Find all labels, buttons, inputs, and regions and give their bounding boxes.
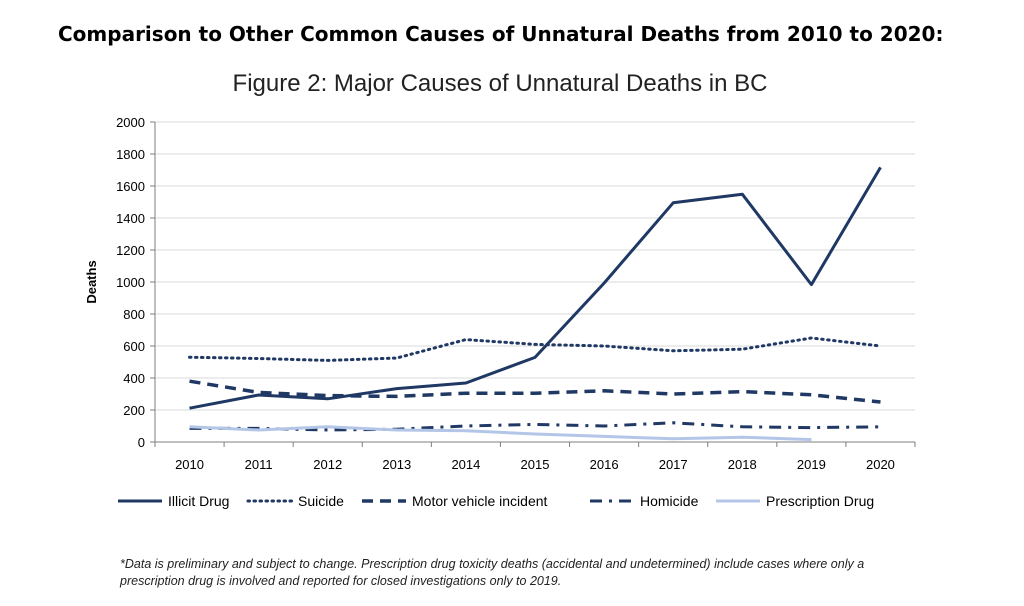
x-tick-labels: 2010 2011 2012 2013 2014 2015 2016 2017 2018 2019… <box>175 457 895 472</box>
legend-label: Prescription Drug <box>766 493 874 509</box>
legend: Illicit Drug Suicide Motor vehicle inciden… <box>118 493 874 509</box>
x-tick-label: 2014 <box>451 457 480 472</box>
x-tick-label: 2019 <box>797 457 826 472</box>
footnote: *Data is preliminary and subject to chan… <box>120 556 920 590</box>
y-tick-label: 200 <box>123 403 145 418</box>
y-tick-label: 1600 <box>116 179 145 194</box>
x-tick-label: 2012 <box>313 457 342 472</box>
y-tick-label: 1200 <box>116 243 145 258</box>
series-line-prescription-drug <box>189 425 812 442</box>
y-tick-label: 2000 <box>116 115 145 130</box>
page-heading: Comparison to Other Common Causes of Unn… <box>58 22 944 46</box>
legend-label: Suicide <box>298 493 344 509</box>
legend-label: Motor vehicle incident <box>412 493 548 509</box>
y-tick-label: 1000 <box>116 275 145 290</box>
y-tick-label: 400 <box>123 371 145 386</box>
legend-label: Homicide <box>640 493 699 509</box>
y-tick-label: 0 <box>138 435 145 450</box>
series-line-illicit-drug <box>189 166 882 410</box>
footnote-line-1: *Data is preliminary and subject to chan… <box>120 557 865 571</box>
y-tick-label: 800 <box>123 307 145 322</box>
x-tick-label: 2015 <box>521 457 550 472</box>
footnote-line-2: prescription drug is involved and report… <box>120 574 562 588</box>
series-lines <box>188 166 882 442</box>
x-tick-label: 2013 <box>382 457 411 472</box>
series-line-suicide <box>188 336 882 362</box>
x-tick-label: 2017 <box>659 457 688 472</box>
gridlines <box>155 121 915 411</box>
y-axis-label: Deaths <box>84 260 99 303</box>
y-tick-label: 1800 <box>116 147 145 162</box>
x-tick-label: 2016 <box>590 457 619 472</box>
chart-title: Figure 2: Major Causes of Unnatural Deat… <box>232 70 768 97</box>
x-tick-label: 2020 <box>866 457 895 472</box>
y-tick-label: 1400 <box>116 211 145 226</box>
series-line-motor-vehicle-incident <box>189 379 881 404</box>
legend-label: Illicit Drug <box>168 493 229 509</box>
axes <box>150 121 916 447</box>
x-tick-label: 2011 <box>245 457 273 472</box>
y-tick-labels: 0 200 400 600 800 1000 1200 1400 1600 1800 2000 <box>116 115 145 450</box>
x-tick-label: 2018 <box>728 457 757 472</box>
x-tick-label: 2010 <box>175 457 204 472</box>
y-tick-label: 600 <box>123 339 145 354</box>
